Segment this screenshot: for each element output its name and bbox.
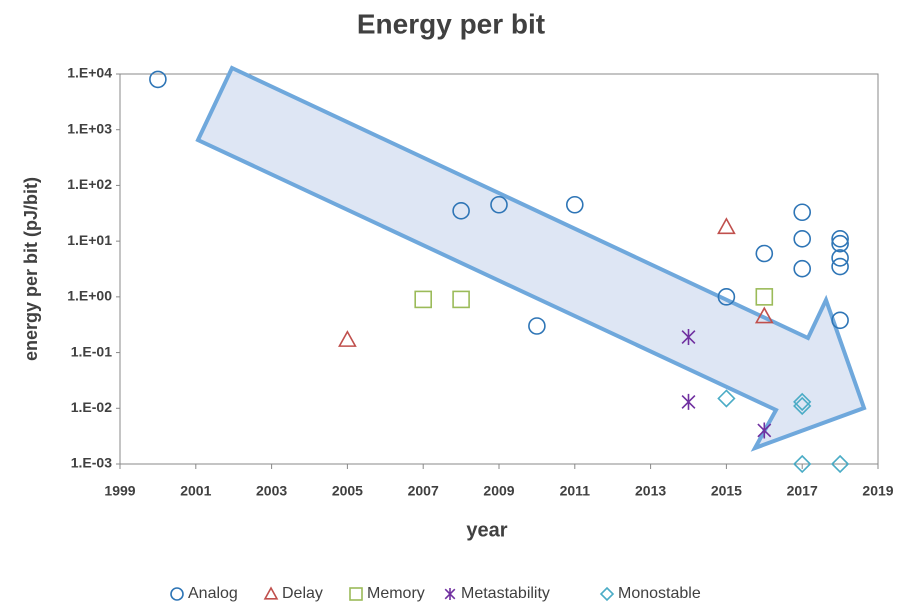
marker [149,70,167,89]
marker [452,202,470,220]
marker [717,288,736,306]
y-tick-label: 1.E+03 [67,120,112,136]
x-tick-label: 2007 [408,483,439,499]
marker [755,244,774,263]
x-tick-label: 2013 [635,483,666,499]
marker [717,217,736,235]
marker [681,393,696,410]
marker [831,230,849,248]
chart-title: Energy per bit [357,8,545,39]
legend-label: Memory [367,585,425,602]
trend-arrow [195,65,867,452]
legend-marker [263,586,279,600]
marker [528,317,546,335]
marker [717,389,736,408]
marker [757,422,772,439]
x-tick-label: 2011 [560,483,591,499]
y-tick-label: 1.E-01 [71,343,112,359]
marker [793,259,812,278]
y-tick-label: 1.E+04 [67,65,112,81]
legend-label: Analog [188,585,238,602]
x-tick-label: 2003 [256,483,287,499]
x-tick-label: 2009 [483,483,514,499]
marker [831,249,849,267]
marker [831,234,849,253]
x-tick-label: 2017 [787,483,818,499]
y-axis-label: energy per bit (pJ/bit) [21,177,41,361]
marker [565,195,584,214]
y-tick-label: 1.E-02 [71,399,112,415]
marker [793,392,812,412]
marker [452,290,470,309]
legend-label: Metastability [461,585,550,602]
legend-marker [599,586,615,602]
marker [793,230,812,248]
x-tick-label: 2015 [711,483,742,499]
marker [831,257,849,276]
y-tick-label: 1.E-03 [71,455,112,471]
y-tick-label: 1.E+00 [67,288,112,304]
marker [793,454,812,474]
marker [338,330,357,347]
marker [755,288,774,306]
marker [793,203,812,222]
legend-label: Delay [282,585,323,602]
legend-label: Monostable [618,585,701,602]
y-tick-label: 1.E+01 [67,232,112,248]
marker [414,290,433,309]
x-axis-label: year [466,519,507,541]
y-tick-label: 1.E+02 [67,176,112,192]
x-tick-label: 2001 [180,483,211,499]
marker [681,329,696,346]
legend-marker [349,587,363,601]
marker [754,306,774,324]
marker [830,454,850,474]
x-tick-label: 2019 [862,483,893,499]
marker [831,311,849,330]
legend-marker [170,587,184,601]
legend-marker [444,588,456,600]
marker [490,195,508,214]
x-tick-label: 1999 [104,483,135,499]
x-tick-label: 2005 [332,483,363,499]
marker [793,396,812,416]
